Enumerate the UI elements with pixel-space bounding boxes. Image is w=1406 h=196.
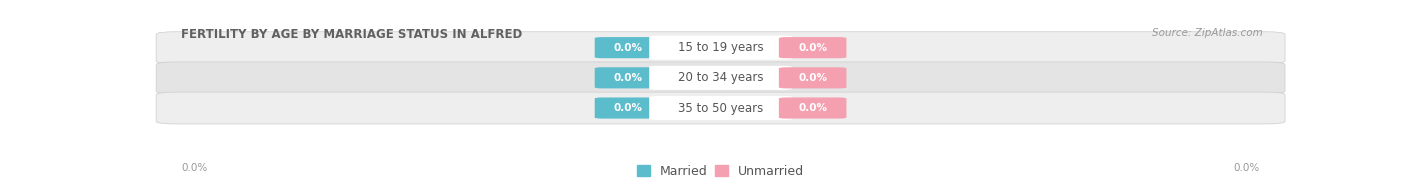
Text: 0.0%: 0.0% <box>614 43 643 53</box>
FancyBboxPatch shape <box>595 37 662 58</box>
Text: 0.0%: 0.0% <box>799 43 827 53</box>
Text: 0.0%: 0.0% <box>614 73 643 83</box>
FancyBboxPatch shape <box>595 67 662 88</box>
FancyBboxPatch shape <box>650 36 792 60</box>
Text: Source: ZipAtlas.com: Source: ZipAtlas.com <box>1153 28 1263 38</box>
FancyBboxPatch shape <box>779 37 846 58</box>
FancyBboxPatch shape <box>156 62 1285 94</box>
FancyBboxPatch shape <box>156 92 1285 124</box>
Text: 0.0%: 0.0% <box>799 103 827 113</box>
Text: 0.0%: 0.0% <box>1233 163 1260 173</box>
Text: 0.0%: 0.0% <box>614 103 643 113</box>
Legend: Married, Unmarried: Married, Unmarried <box>636 162 806 180</box>
Text: 35 to 50 years: 35 to 50 years <box>678 102 763 114</box>
FancyBboxPatch shape <box>779 67 846 88</box>
Text: 0.0%: 0.0% <box>181 163 208 173</box>
FancyBboxPatch shape <box>595 97 662 119</box>
Text: 15 to 19 years: 15 to 19 years <box>678 41 763 54</box>
Text: FERTILITY BY AGE BY MARRIAGE STATUS IN ALFRED: FERTILITY BY AGE BY MARRIAGE STATUS IN A… <box>181 28 523 41</box>
FancyBboxPatch shape <box>779 97 846 119</box>
FancyBboxPatch shape <box>156 32 1285 64</box>
Text: 20 to 34 years: 20 to 34 years <box>678 71 763 84</box>
FancyBboxPatch shape <box>650 66 792 90</box>
Text: 0.0%: 0.0% <box>799 73 827 83</box>
FancyBboxPatch shape <box>650 96 792 120</box>
